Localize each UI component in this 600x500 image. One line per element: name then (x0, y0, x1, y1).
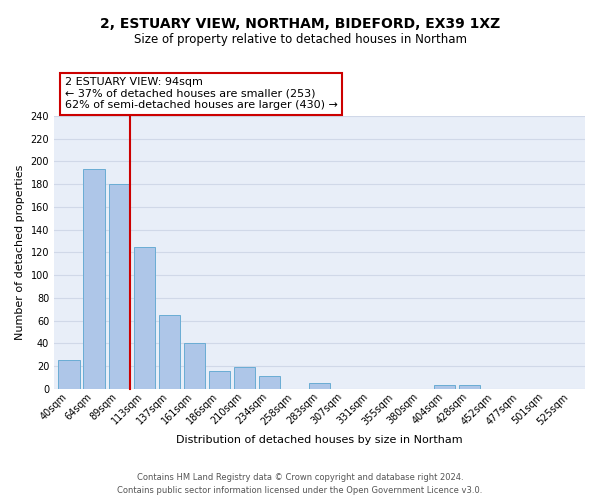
Bar (234, 368, 255, 389)
Bar (134, 246, 155, 389)
Bar (158, 315, 180, 389)
Bar (184, 344, 205, 389)
Bar (309, 383, 330, 389)
Bar (209, 370, 230, 389)
Text: Contains HM Land Registry data © Crown copyright and database right 2024.
Contai: Contains HM Land Registry data © Crown c… (118, 473, 482, 495)
Text: 2 ESTUARY VIEW: 94sqm
← 37% of detached houses are smaller (253)
62% of semi-det: 2 ESTUARY VIEW: 94sqm ← 37% of detached … (65, 77, 338, 110)
Y-axis label: Number of detached properties: Number of detached properties (15, 164, 25, 340)
Bar (109, 184, 130, 389)
Bar (259, 376, 280, 389)
Bar (83, 170, 105, 389)
Text: Size of property relative to detached houses in Northam: Size of property relative to detached ho… (133, 32, 467, 46)
Bar (459, 386, 481, 389)
Bar (58, 360, 80, 389)
Bar (434, 386, 455, 389)
X-axis label: Distribution of detached houses by size in Northam: Distribution of detached houses by size … (176, 435, 463, 445)
Text: 2, ESTUARY VIEW, NORTHAM, BIDEFORD, EX39 1XZ: 2, ESTUARY VIEW, NORTHAM, BIDEFORD, EX39… (100, 18, 500, 32)
